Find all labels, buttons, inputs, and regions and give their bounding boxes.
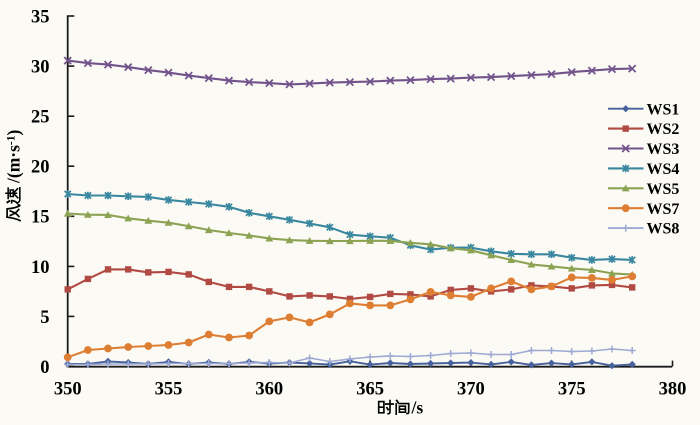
- svg-text:/s: /s: [411, 397, 424, 417]
- svg-text:365: 365: [356, 380, 384, 400]
- svg-text:35: 35: [31, 7, 50, 27]
- svg-text:0: 0: [40, 358, 49, 378]
- svg-text:350: 350: [54, 380, 82, 400]
- svg-text:WS3: WS3: [647, 141, 680, 158]
- svg-text:WS4: WS4: [647, 161, 680, 178]
- svg-text:355: 355: [155, 380, 183, 400]
- svg-text:30: 30: [31, 58, 50, 78]
- svg-text:370: 370: [457, 380, 485, 400]
- svg-text:380: 380: [659, 380, 687, 400]
- svg-text:25: 25: [31, 108, 50, 128]
- svg-text:WS7: WS7: [647, 201, 680, 218]
- svg-text:WS1: WS1: [647, 101, 680, 118]
- svg-text:360: 360: [255, 380, 283, 400]
- svg-text:20: 20: [31, 158, 50, 178]
- svg-text:5: 5: [40, 308, 49, 328]
- svg-text:15: 15: [31, 208, 50, 228]
- svg-text:375: 375: [558, 380, 586, 400]
- svg-text:WS2: WS2: [647, 121, 680, 138]
- svg-text:WS5: WS5: [647, 181, 680, 198]
- svg-text:10: 10: [31, 258, 50, 278]
- svg-text:WS8: WS8: [647, 221, 680, 238]
